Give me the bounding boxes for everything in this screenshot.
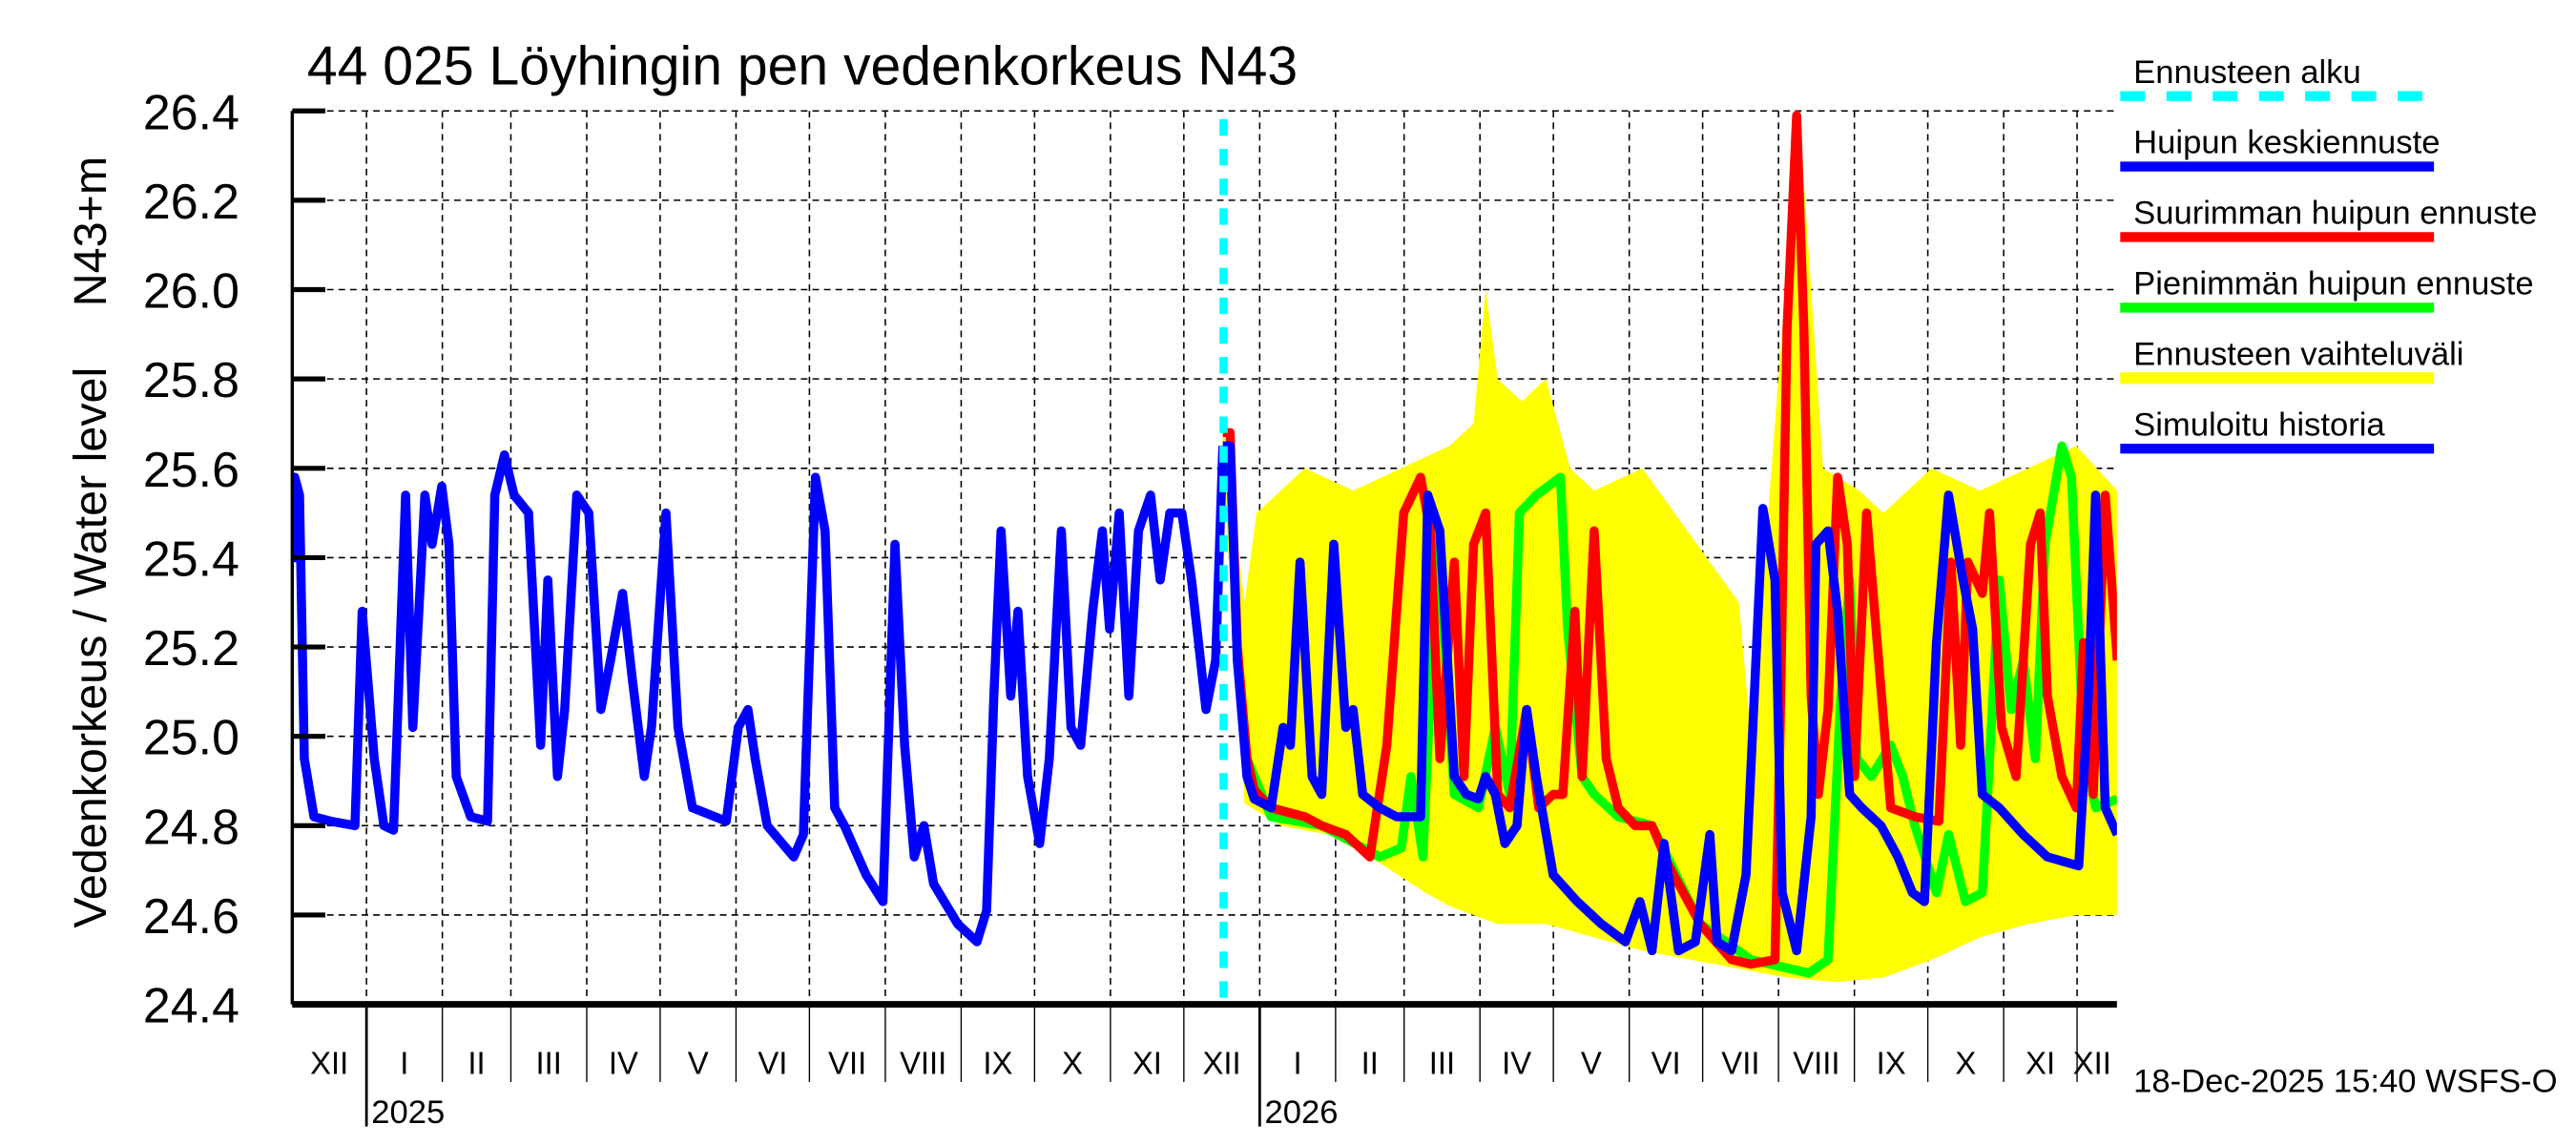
legend-label: Ennusteen vaihteluväli: [2133, 336, 2463, 372]
series-huipun-keskiennuste: [1222, 441, 2117, 956]
y-axis-label: Vedenkorkeus / Water level: [65, 367, 116, 928]
month-label: V: [688, 1045, 709, 1080]
y-tick-label: 25.4: [143, 531, 239, 587]
legend-label: Huipun keskiennuste: [2133, 125, 2440, 161]
month-label: VIII: [1793, 1045, 1839, 1080]
series-lines: [292, 111, 2117, 978]
year-label: 2025: [371, 1094, 445, 1131]
y-axis-unit-label: N43+m: [65, 156, 116, 307]
month-label: II: [1361, 1045, 1379, 1080]
month-label: I: [1294, 1045, 1302, 1080]
month-label: XII: [1202, 1045, 1240, 1080]
month-label: X: [1955, 1045, 1976, 1080]
month-label: IX: [983, 1045, 1012, 1080]
month-label: III: [536, 1045, 562, 1080]
month-label: I: [400, 1045, 408, 1080]
y-tick-label: 24.6: [143, 889, 239, 945]
month-label: X: [1062, 1045, 1083, 1080]
legend-label: Pienimmän huipun ennuste: [2133, 266, 2533, 302]
y-tick-label: 25.6: [143, 443, 239, 498]
month-label: XI: [1132, 1045, 1162, 1080]
y-tick-label: 26.0: [143, 264, 239, 320]
chart-title: 44 025 Löyhingin pen vedenkorkeus N43: [307, 36, 1298, 97]
month-label: XI: [2025, 1045, 2055, 1080]
month-label: VII: [828, 1045, 866, 1080]
month-label: V: [1581, 1045, 1602, 1080]
month-label: VI: [758, 1045, 787, 1080]
series-simuloitu-historia: [292, 446, 1228, 947]
y-tick-label: 26.4: [143, 85, 239, 140]
month-label: IV: [1502, 1045, 1531, 1080]
month-label: II: [467, 1045, 485, 1080]
y-tick-label: 26.2: [143, 175, 239, 230]
year-label: 2026: [1265, 1094, 1339, 1131]
legend-label: Suurimman huipun ennuste: [2133, 196, 2537, 232]
y-tick-label: 25.0: [143, 711, 239, 766]
month-label: VIII: [900, 1045, 946, 1080]
legend-label: Simuloitu historia: [2133, 406, 2385, 443]
month-label: XII: [2073, 1045, 2111, 1080]
timestamp-footer: 18-Dec-2025 15:40 WSFS-O: [2133, 1063, 2557, 1099]
month-label: VI: [1652, 1045, 1681, 1080]
y-tick-label: 24.8: [143, 800, 239, 855]
y-tick-label: 25.8: [143, 353, 239, 408]
y-tick-label: 24.4: [143, 979, 239, 1034]
month-label: VII: [1721, 1045, 1759, 1080]
legend-label: Ennusteen alku: [2133, 54, 2361, 91]
month-label: IV: [609, 1045, 638, 1080]
y-tick-label: 25.2: [143, 621, 239, 677]
axes: 24.4 24.6 24.8 25.0 25.2 25.4 25.6 25.8 26.0 26.2…: [143, 85, 2117, 1131]
month-label: III: [1429, 1045, 1455, 1080]
legend: Ennusteen alku Huipun keskiennuste Suurimm…: [2120, 54, 2537, 454]
month-label: IX: [1877, 1045, 1906, 1080]
month-label: XII: [310, 1045, 348, 1080]
